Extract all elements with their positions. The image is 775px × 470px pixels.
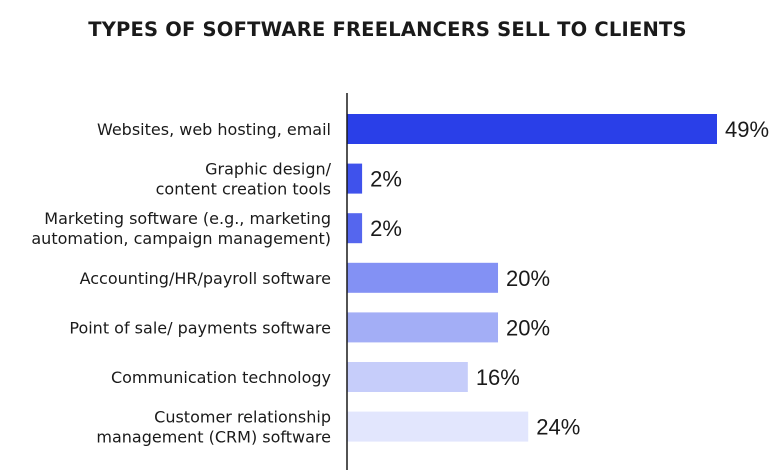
value-label-4: 20%: [506, 315, 550, 340]
bars-layer: [347, 114, 717, 442]
bar-2: [347, 213, 363, 244]
bar-6: [347, 411, 529, 442]
value-label-0: 49%: [725, 117, 769, 142]
value-label-5: 16%: [476, 365, 520, 390]
category-label-2-line-1: automation, campaign management): [31, 229, 331, 248]
value-labels: 49% 2% 2% 20% 20% 16% 24%: [370, 117, 769, 440]
bar-4: [347, 312, 499, 343]
category-label-6-line-1: management (CRM) software: [96, 428, 331, 447]
category-label-2-line-0: Marketing software (e.g., marketing: [44, 209, 331, 228]
category-label-1-line-0: Graphic design/: [205, 160, 331, 179]
category-label-3: Accounting/HR/payroll software: [80, 269, 331, 288]
value-label-3: 20%: [506, 266, 550, 291]
category-label-5: Communication technology: [111, 368, 331, 387]
bar-3: [347, 262, 499, 293]
value-label-6: 24%: [536, 415, 580, 440]
category-label-6-line-0: Customer relationship: [154, 408, 331, 427]
category-label-1-line-1: content creation tools: [156, 180, 331, 199]
category-label-4: Point of sale/ payments software: [69, 318, 331, 337]
bar-1: [347, 163, 363, 194]
value-label-1: 2%: [370, 167, 402, 192]
category-label-0: Websites, web hosting, email: [97, 120, 331, 139]
bar-5: [347, 362, 468, 392]
chart-title: TYPES OF SOFTWARE FREELANCERS SELL TO CL…: [88, 18, 687, 41]
value-label-2: 2%: [370, 216, 402, 241]
category-labels: Websites, web hosting, email Graphic desi…: [31, 120, 331, 447]
bar-0: [347, 114, 717, 144]
